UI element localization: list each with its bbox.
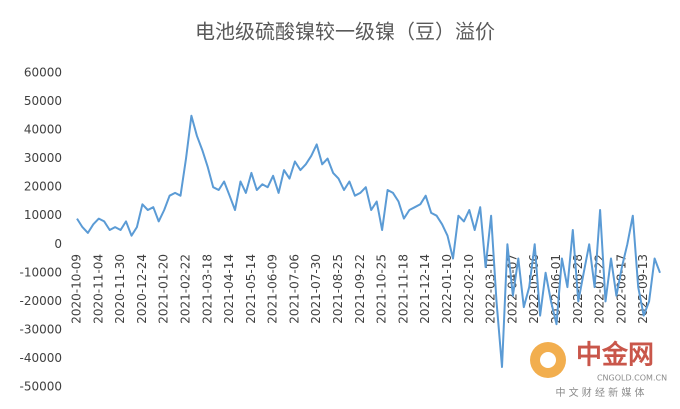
x-tick-label: 2021-02-22 (178, 254, 192, 324)
data-line (76, 114, 661, 368)
x-tick-label: 2022-08-17 (614, 254, 628, 324)
x-tick-label: 2021-03-18 (200, 254, 214, 324)
x-tick-label: 2021-10-25 (375, 254, 389, 324)
x-tick-label: 2022-01-10 (440, 254, 454, 324)
y-tick-label: 30000 (24, 151, 62, 165)
x-tick-label: 2020-12-24 (135, 254, 149, 324)
x-tick-label: 2021-09-22 (353, 254, 367, 324)
tagline: 中 文 财 经 新 媒 体 (555, 386, 644, 399)
y-tick-label: -40000 (19, 351, 62, 365)
x-tick-label: 2021-06-09 (266, 254, 280, 324)
y-tick-label: -20000 (19, 294, 62, 308)
x-tick-label: 2021-11-18 (396, 254, 410, 324)
y-tick-label: 20000 (24, 180, 62, 194)
x-tick-label: 2021-07-30 (309, 254, 323, 324)
y-tick-label: 50000 (24, 94, 62, 108)
logo-inner (540, 352, 556, 368)
y-tick-label: 40000 (24, 123, 62, 137)
y-tick-label: 0 (54, 237, 62, 251)
x-tick-label: 2022-02-10 (462, 254, 476, 324)
y-tick-label: -10000 (19, 265, 62, 279)
watermark: 中金网 CNGOLD.COM.CN 中 文 财 经 新 媒 体 (530, 340, 667, 399)
x-tick-label: 2020-10-09 (70, 254, 84, 324)
y-tick-label: -30000 (19, 322, 62, 336)
x-tick-label: 2021-01-20 (157, 254, 171, 324)
brand: 中金网 (576, 340, 654, 371)
x-tick-label: 2021-04-14 (222, 254, 236, 324)
x-tick-label: 2020-11-04 (91, 254, 105, 324)
x-tick-label: 2021-05-14 (244, 254, 258, 324)
y-tick-label: 10000 (24, 208, 62, 222)
y-tick-label: 60000 (24, 66, 62, 80)
x-tick-label: 2021-07-06 (287, 254, 301, 324)
y-tick-label: -50000 (19, 380, 62, 394)
x-tick-label: 2020-11-30 (113, 254, 127, 324)
chart-title: 电池级硫酸镍较一级镍（豆）溢价 (195, 20, 495, 44)
x-tick-label: 2021-08-25 (331, 254, 345, 324)
x-tick-label: 2021-12-14 (418, 254, 432, 324)
site: CNGOLD.COM.CN (597, 374, 667, 383)
